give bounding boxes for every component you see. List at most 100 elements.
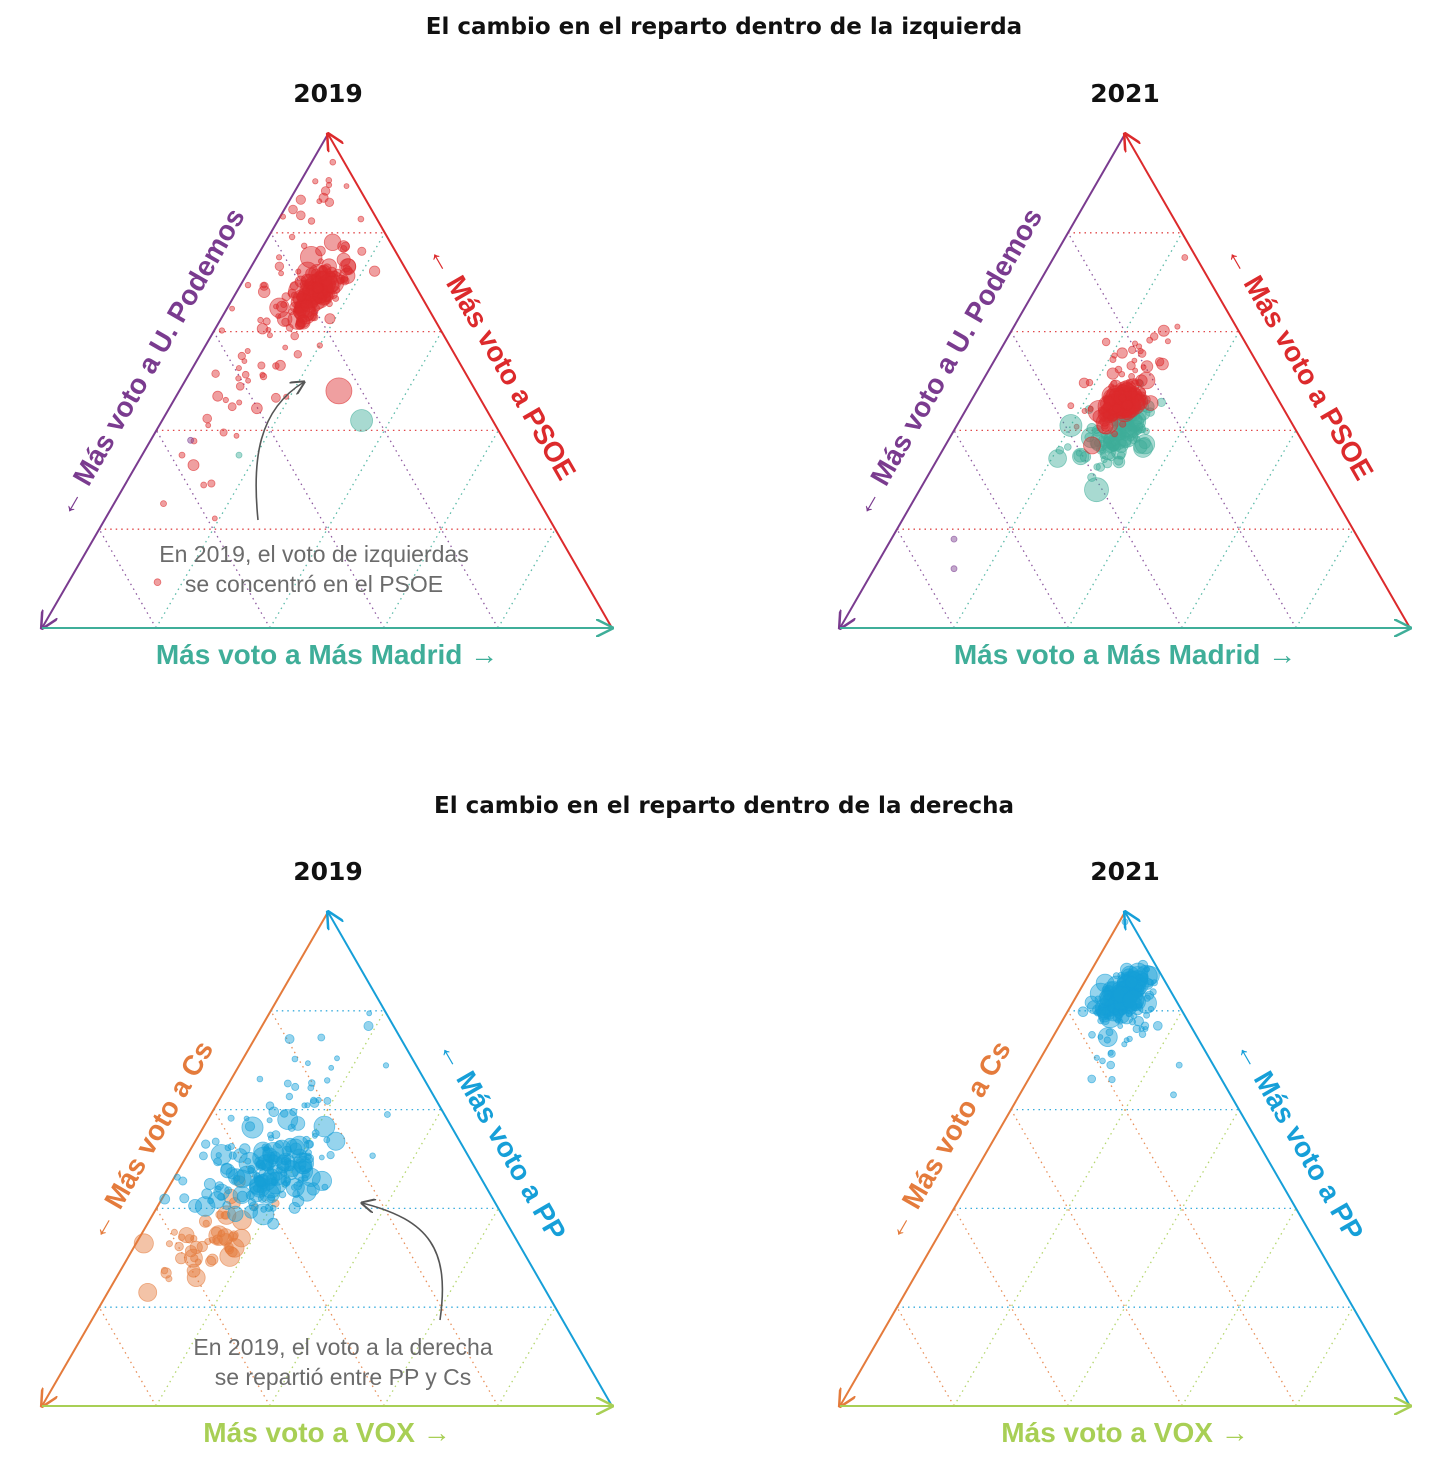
- data-point: [186, 1263, 201, 1278]
- data-point: [296, 292, 305, 302]
- right-axis-label: ← Más voto a PSOE: [422, 239, 582, 485]
- data-point: [317, 1033, 326, 1042]
- data-point: [324, 313, 336, 325]
- data-point: [1149, 332, 1159, 341]
- data-point: [289, 1142, 303, 1155]
- grid-line: [1295, 528, 1354, 629]
- data-point: [1119, 420, 1127, 428]
- data-point: [194, 1196, 216, 1217]
- data-point: [1126, 1035, 1133, 1043]
- right-axis-line: [328, 912, 613, 1407]
- data-point: [301, 1102, 308, 1109]
- data-point: [214, 1181, 224, 1191]
- data-point: [326, 1151, 335, 1160]
- data-point: [321, 1183, 329, 1191]
- data-point: [1137, 388, 1147, 397]
- data-point: [224, 1245, 234, 1255]
- data-point: [292, 1194, 305, 1208]
- data-point: [233, 432, 240, 439]
- data-point: [1121, 399, 1134, 411]
- data-point: [334, 1055, 340, 1062]
- data-point: [1147, 979, 1154, 986]
- data-point: [262, 1142, 285, 1164]
- data-point: [329, 158, 337, 166]
- data-point: [184, 1234, 195, 1244]
- data-point: [244, 1204, 259, 1219]
- data-point: [357, 246, 367, 256]
- grid-line: [155, 232, 386, 629]
- data-point: [1102, 401, 1112, 411]
- data-point: [1139, 972, 1149, 983]
- data-point: [198, 1151, 208, 1161]
- data-point: [257, 361, 266, 370]
- data-point: [1154, 357, 1165, 367]
- data-point: [252, 1203, 275, 1226]
- data-point: [247, 1164, 256, 1173]
- data-point: [236, 1190, 249, 1203]
- right-axis-line: [1125, 912, 1411, 1407]
- data-point: [343, 265, 353, 275]
- data-point: [1087, 405, 1094, 412]
- grid-line: [1067, 232, 1297, 629]
- data-point: [1106, 1060, 1115, 1070]
- grid-line: [497, 1306, 556, 1407]
- data-point: [184, 1245, 198, 1258]
- data-point: [233, 1148, 248, 1163]
- data-point: [276, 300, 288, 313]
- data-point: [241, 1116, 264, 1139]
- data-point: [310, 300, 318, 309]
- right-axis-line: [1125, 134, 1411, 629]
- data-point: [249, 1176, 271, 1198]
- data-point: [165, 1275, 173, 1283]
- data-point: [317, 258, 324, 265]
- data-point: [1073, 449, 1087, 463]
- data-point: [275, 254, 283, 261]
- panel-title: 2019: [293, 79, 363, 108]
- data-point: [200, 481, 208, 489]
- data-point: [1107, 1049, 1116, 1058]
- data-point: [298, 1158, 312, 1173]
- data-point: [950, 565, 958, 573]
- grid-line: [953, 1010, 1183, 1407]
- data-point: [1105, 1028, 1114, 1037]
- data-point: [295, 319, 306, 330]
- data-point: [1064, 443, 1072, 451]
- data-point: [268, 1106, 280, 1118]
- data-point: [289, 281, 299, 291]
- data-point: [1110, 443, 1127, 460]
- data-point: [321, 258, 337, 275]
- data-point: [207, 479, 216, 488]
- data-point: [304, 294, 311, 301]
- data-point: [280, 1109, 289, 1118]
- data-point: [1112, 1008, 1119, 1016]
- data-point: [255, 1159, 265, 1169]
- data-point: [1132, 340, 1139, 347]
- data-point: [302, 287, 310, 295]
- grid-line: [1010, 1109, 1183, 1407]
- data-point: [1131, 1003, 1144, 1016]
- grid-line: [270, 1010, 499, 1407]
- data-point: [235, 381, 245, 391]
- data-point: [1128, 345, 1137, 354]
- data-point: [1093, 1054, 1100, 1061]
- data-point: [227, 1114, 235, 1122]
- data-point: [1138, 425, 1147, 434]
- annotation-line: En 2019, el voto de izquierdas: [159, 541, 468, 567]
- data-point: [198, 1214, 212, 1228]
- data-point: [311, 1170, 332, 1191]
- data-point: [277, 1109, 299, 1130]
- data-point: [298, 1165, 306, 1173]
- data-point: [1140, 965, 1160, 986]
- data-point: [202, 413, 213, 424]
- data-point: [1121, 1041, 1128, 1048]
- data-point: [203, 1178, 216, 1191]
- grid-line: [896, 528, 955, 629]
- data-point: [326, 266, 338, 278]
- grid-line: [269, 1109, 443, 1407]
- data-point: [216, 1205, 237, 1225]
- data-point: [183, 1248, 203, 1268]
- data-point: [267, 1135, 275, 1142]
- data-point: [1101, 337, 1111, 347]
- data-point: [295, 268, 302, 275]
- data-point: [283, 1079, 292, 1088]
